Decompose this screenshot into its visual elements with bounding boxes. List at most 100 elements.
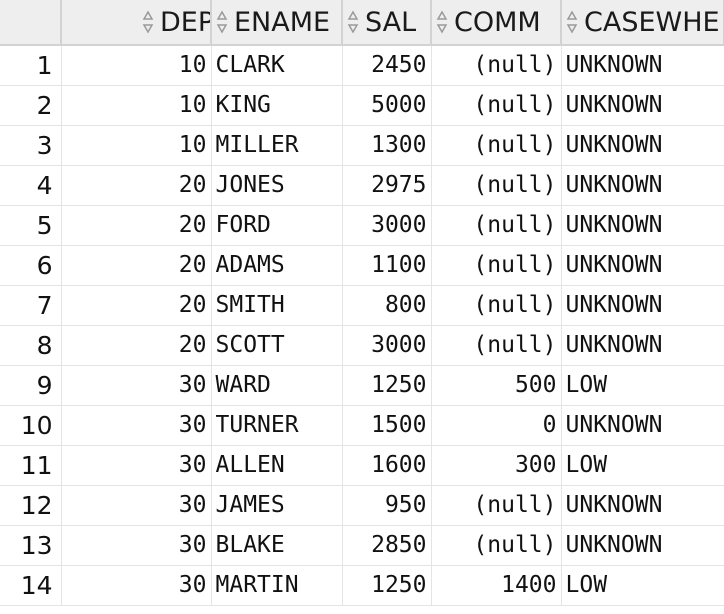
- row-number[interactable]: 8: [0, 325, 62, 366]
- cell-ename[interactable]: JAMES: [211, 485, 343, 526]
- column-header-deptno[interactable]: DEPTNO: [61, 0, 212, 46]
- table-row[interactable]: 10 30 TURNER 1500 0 UNKNOWN: [0, 405, 724, 446]
- cell-casewhe[interactable]: UNKNOWN: [561, 405, 724, 446]
- sort-arrows-icon[interactable]: [436, 9, 448, 35]
- table-row[interactable]: 13 30 BLAKE 2850 (null) UNKNOWN: [0, 525, 724, 566]
- cell-deptno[interactable]: 10: [61, 125, 212, 166]
- cell-sal[interactable]: 5000: [342, 85, 432, 126]
- cell-casewhe[interactable]: UNKNOWN: [561, 325, 724, 366]
- row-number[interactable]: 2: [0, 85, 62, 126]
- row-number[interactable]: 1: [0, 45, 62, 86]
- cell-sal[interactable]: 3000: [342, 205, 432, 246]
- cell-deptno[interactable]: 20: [61, 325, 212, 366]
- cell-deptno[interactable]: 10: [61, 45, 212, 86]
- cell-sal[interactable]: 2850: [342, 525, 432, 566]
- cell-sal[interactable]: 1100: [342, 245, 432, 286]
- cell-sal[interactable]: 2975: [342, 165, 432, 206]
- cell-ename[interactable]: SCOTT: [211, 325, 343, 366]
- cell-comm[interactable]: (null): [431, 325, 562, 366]
- cell-sal[interactable]: 1300: [342, 125, 432, 166]
- cell-comm[interactable]: (null): [431, 125, 562, 166]
- cell-comm[interactable]: (null): [431, 525, 562, 566]
- cell-comm[interactable]: (null): [431, 245, 562, 286]
- table-row[interactable]: 14 30 MARTIN 1250 1400 LOW: [0, 565, 724, 606]
- sort-arrows-icon[interactable]: [142, 9, 154, 35]
- cell-comm[interactable]: (null): [431, 45, 562, 86]
- cell-sal[interactable]: 1250: [342, 365, 432, 406]
- cell-ename[interactable]: ADAMS: [211, 245, 343, 286]
- table-row[interactable]: 2 10 KING 5000 (null) UNKNOWN: [0, 85, 724, 126]
- row-number[interactable]: 6: [0, 245, 62, 286]
- cell-ename[interactable]: WARD: [211, 365, 343, 406]
- row-number[interactable]: 9: [0, 365, 62, 406]
- row-number[interactable]: 3: [0, 125, 62, 166]
- cell-comm[interactable]: (null): [431, 285, 562, 326]
- cell-casewhe[interactable]: UNKNOWN: [561, 205, 724, 246]
- cell-deptno[interactable]: 30: [61, 405, 212, 446]
- cell-casewhe[interactable]: LOW: [561, 445, 724, 486]
- row-number[interactable]: 11: [0, 445, 62, 486]
- cell-deptno[interactable]: 20: [61, 205, 212, 246]
- row-number[interactable]: 5: [0, 205, 62, 246]
- cell-ename[interactable]: FORD: [211, 205, 343, 246]
- cell-ename[interactable]: ALLEN: [211, 445, 343, 486]
- table-row[interactable]: 12 30 JAMES 950 (null) UNKNOWN: [0, 485, 724, 526]
- cell-deptno[interactable]: 20: [61, 165, 212, 206]
- cell-comm[interactable]: (null): [431, 165, 562, 206]
- cell-casewhe[interactable]: LOW: [561, 565, 724, 606]
- table-row[interactable]: 5 20 FORD 3000 (null) UNKNOWN: [0, 205, 724, 246]
- cell-deptno[interactable]: 30: [61, 445, 212, 486]
- cell-casewhe[interactable]: UNKNOWN: [561, 165, 724, 206]
- cell-ename[interactable]: TURNER: [211, 405, 343, 446]
- cell-deptno[interactable]: 30: [61, 525, 212, 566]
- cell-casewhe[interactable]: UNKNOWN: [561, 85, 724, 126]
- cell-sal[interactable]: 800: [342, 285, 432, 326]
- cell-ename[interactable]: MARTIN: [211, 565, 343, 606]
- cell-comm[interactable]: 500: [431, 365, 562, 406]
- cell-deptno[interactable]: 10: [61, 85, 212, 126]
- cell-casewhe[interactable]: UNKNOWN: [561, 245, 724, 286]
- row-number[interactable]: 4: [0, 165, 62, 206]
- cell-sal[interactable]: 3000: [342, 325, 432, 366]
- cell-deptno[interactable]: 30: [61, 365, 212, 406]
- row-number-header[interactable]: [0, 0, 62, 46]
- cell-sal[interactable]: 1600: [342, 445, 432, 486]
- cell-sal[interactable]: 1250: [342, 565, 432, 606]
- cell-comm[interactable]: 1400: [431, 565, 562, 606]
- cell-ename[interactable]: KING: [211, 85, 343, 126]
- cell-ename[interactable]: BLAKE: [211, 525, 343, 566]
- cell-sal[interactable]: 2450: [342, 45, 432, 86]
- cell-comm[interactable]: (null): [431, 485, 562, 526]
- sort-arrows-icon[interactable]: [216, 9, 228, 35]
- row-number[interactable]: 7: [0, 285, 62, 326]
- table-row[interactable]: 11 30 ALLEN 1600 300 LOW: [0, 445, 724, 486]
- sort-arrows-icon[interactable]: [566, 9, 578, 35]
- table-row[interactable]: 4 20 JONES 2975 (null) UNKNOWN: [0, 165, 724, 206]
- column-header-sal[interactable]: SAL: [342, 0, 432, 46]
- cell-sal[interactable]: 1500: [342, 405, 432, 446]
- cell-casewhe[interactable]: LOW: [561, 365, 724, 406]
- row-number[interactable]: 13: [0, 525, 62, 566]
- table-row[interactable]: 7 20 SMITH 800 (null) UNKNOWN: [0, 285, 724, 326]
- row-number[interactable]: 14: [0, 565, 62, 606]
- table-row[interactable]: 1 10 CLARK 2450 (null) UNKNOWN: [0, 45, 724, 86]
- cell-ename[interactable]: JONES: [211, 165, 343, 206]
- cell-ename[interactable]: SMITH: [211, 285, 343, 326]
- row-number[interactable]: 10: [0, 405, 62, 446]
- cell-casewhe[interactable]: UNKNOWN: [561, 485, 724, 526]
- cell-casewhe[interactable]: UNKNOWN: [561, 125, 724, 166]
- cell-sal[interactable]: 950: [342, 485, 432, 526]
- table-row[interactable]: 8 20 SCOTT 3000 (null) UNKNOWN: [0, 325, 724, 366]
- row-number[interactable]: 12: [0, 485, 62, 526]
- cell-comm[interactable]: 300: [431, 445, 562, 486]
- cell-deptno[interactable]: 30: [61, 485, 212, 526]
- cell-comm[interactable]: 0: [431, 405, 562, 446]
- cell-comm[interactable]: (null): [431, 205, 562, 246]
- cell-comm[interactable]: (null): [431, 85, 562, 126]
- table-row[interactable]: 3 10 MILLER 1300 (null) UNKNOWN: [0, 125, 724, 166]
- cell-ename[interactable]: MILLER: [211, 125, 343, 166]
- cell-deptno[interactable]: 20: [61, 285, 212, 326]
- table-row[interactable]: 6 20 ADAMS 1100 (null) UNKNOWN: [0, 245, 724, 286]
- column-header-ename[interactable]: ENAME: [211, 0, 343, 46]
- cell-deptno[interactable]: 30: [61, 565, 212, 606]
